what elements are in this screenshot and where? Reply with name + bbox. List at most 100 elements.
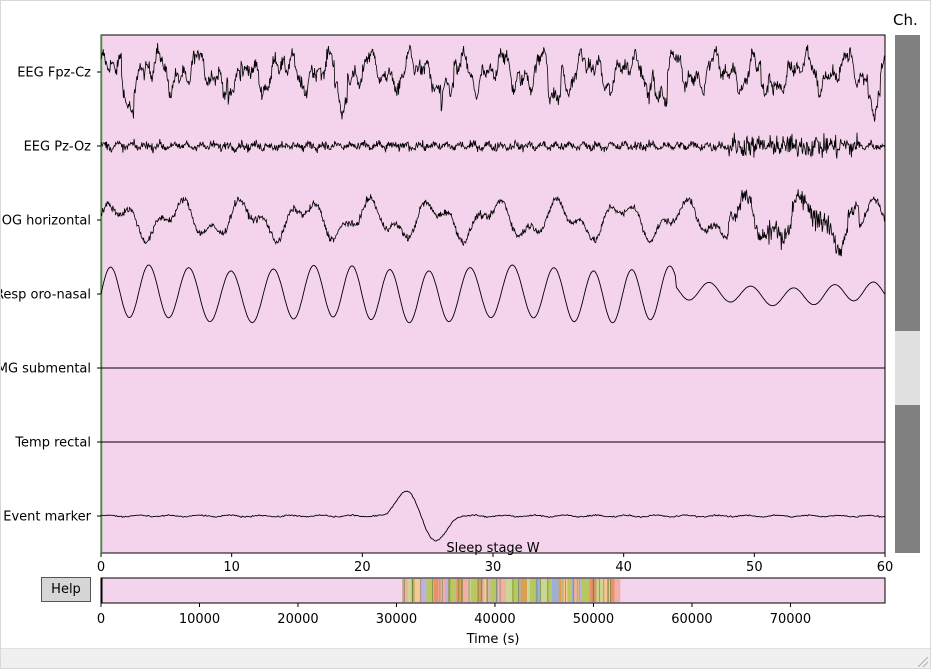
overview-x-tick-label: 50000 — [573, 612, 614, 627]
channel-label[interactable]: Temp rectal — [14, 436, 91, 451]
sleep-stage-stripe — [579, 579, 582, 602]
main-x-tick-label: 50 — [746, 560, 763, 575]
main-x-tick-label: 40 — [615, 560, 632, 575]
sleep-stage-stripe — [551, 579, 559, 602]
signal-trace — [100, 490, 886, 542]
sleep-stage-stripe — [593, 579, 595, 602]
sleep-stage-stripe — [468, 579, 471, 602]
sleep-stage-stripe — [496, 579, 497, 602]
sleep-stage-stripe — [426, 579, 434, 602]
main-x-tick-label: 60 — [877, 560, 894, 575]
sleep-stage-stripe — [562, 579, 564, 602]
channel-label[interactable]: Resp oro-nasal — [0, 288, 91, 303]
sleep-stage-stripe — [448, 579, 450, 602]
sleep-stage-stripe — [594, 579, 597, 602]
sleep-stage-stripe — [520, 579, 527, 602]
signal-plot-background[interactable] — [100, 34, 886, 554]
sleep-stage-stripe — [448, 579, 457, 602]
sleep-stage-stripe — [573, 579, 575, 602]
sleep-stage-stripe — [480, 579, 482, 602]
main-x-tick-label: 20 — [354, 560, 371, 575]
sleep-stage-stripe — [610, 579, 611, 602]
sleep-stage-stripe — [441, 579, 443, 602]
sleep-stage-stripe — [567, 579, 572, 602]
sleep-stage-stripe — [458, 579, 460, 602]
sleep-stage-stripe — [476, 579, 481, 602]
sleep-stage-stripe — [404, 579, 405, 602]
channel-scrollbar-thumb-bottom[interactable] — [895, 405, 920, 553]
signal-trace — [100, 264, 886, 324]
sleep-stage-stripe — [529, 579, 536, 602]
sleep-stage-stripe — [547, 579, 549, 602]
sleep-stage-stripe — [578, 579, 580, 602]
overview-x-tick-label: 40000 — [474, 612, 515, 627]
overview-x-tick-label: 10000 — [179, 612, 220, 627]
channel-label[interactable]: EEG Fpz-Cz — [17, 66, 91, 81]
signal-trace — [100, 42, 886, 123]
main-x-ticks: 0 10 20 30 40 50 60 — [97, 553, 893, 575]
sleep-stage-stripes — [402, 579, 621, 602]
overview-view-window[interactable] — [100, 577, 103, 604]
sleep-stage-stripe — [565, 579, 566, 602]
sleep-stage-stripe — [512, 579, 514, 602]
sleep-stage-stripe — [546, 579, 552, 602]
sleep-stage-stripe — [408, 579, 413, 602]
sleep-stage-stripe — [576, 579, 580, 602]
sleep-stage-stripe — [412, 579, 413, 602]
sleep-stage-stripe — [468, 579, 470, 602]
channel-scrollbar[interactable] — [895, 35, 920, 553]
sleep-stage-stripe — [511, 579, 518, 602]
signal-plot[interactable]: EEG Fpz-Cz EEG Pz-Oz EOG horizontal Resp or… — [0, 34, 893, 575]
signal-trace — [100, 189, 886, 257]
channel-label[interactable]: EEG Pz-Oz — [24, 140, 92, 155]
sleep-stage-stripe — [518, 579, 519, 602]
sleep-stage-stripe — [486, 579, 488, 602]
sleep-stage-stripe — [488, 579, 491, 602]
sleep-stage-stripe — [558, 579, 562, 602]
sleep-stage-stripe — [461, 579, 463, 602]
main-x-tick-label: 0 — [97, 560, 105, 575]
channels-panel-title: Ch. — [893, 11, 918, 29]
sleep-stage-stripe — [456, 579, 459, 602]
overview-x-ticks: 0 10000 20000 30000 40000 50000 60000 70000 — [97, 603, 811, 627]
sleep-stage-stripe — [599, 579, 600, 602]
sleep-stage-stripe — [412, 579, 421, 602]
overview-x-tick-label: 0 — [97, 612, 105, 627]
channel-labels: EEG Fpz-Cz EEG Pz-Oz EOG horizontal Resp or… — [0, 66, 92, 525]
sleep-stage-stripe — [402, 579, 404, 602]
overview-x-tick-label: 70000 — [770, 612, 811, 627]
channel-label[interactable]: EMG submental — [0, 362, 91, 377]
sleep-stage-stripe — [496, 579, 499, 602]
resize-grip-icon[interactable] — [918, 657, 928, 667]
sleep-stage-stripe — [592, 579, 594, 602]
sleep-stage-stripe — [487, 579, 489, 602]
sleep-stage-stripe — [536, 579, 538, 602]
overview-x-tick-label: 20000 — [277, 612, 318, 627]
sleep-stage-stripe — [561, 579, 568, 602]
overview-x-label: Time (s) — [466, 632, 520, 647]
sleep-stage-stripe — [589, 579, 595, 602]
sleep-stage-stripe — [603, 579, 605, 602]
sleep-stage-stripe — [449, 579, 451, 602]
signal-traces — [100, 42, 886, 542]
overview-x-tick-label: 30000 — [376, 612, 417, 627]
signal-trace — [100, 132, 886, 159]
sleep-stage-stripe — [432, 579, 433, 602]
sleep-stage-stripe — [461, 579, 463, 602]
channel-scrollbar-thumb-top[interactable] — [895, 35, 920, 331]
sleep-stage-stripe — [471, 579, 477, 602]
channel-label[interactable]: EOG horizontal — [0, 214, 91, 229]
sleep-stage-stripe — [517, 579, 521, 602]
help-button[interactable]: Help — [41, 577, 91, 602]
sleep-stage-stripe — [439, 579, 441, 602]
sleep-stage-stripe — [572, 579, 574, 602]
sleep-stage-stripe — [420, 579, 427, 602]
overview-bar[interactable]: 0 10000 20000 30000 40000 50000 60000 70000 Tim… — [97, 577, 886, 647]
sleep-stage-stripe — [614, 579, 621, 602]
sleep-stage-stripe — [480, 579, 485, 602]
channel-label[interactable]: Event marker — [3, 510, 91, 525]
sleep-stage-stripe — [433, 579, 439, 602]
main-x-tick-label: 30 — [485, 560, 502, 575]
sleep-stage-stripe — [490, 579, 497, 602]
